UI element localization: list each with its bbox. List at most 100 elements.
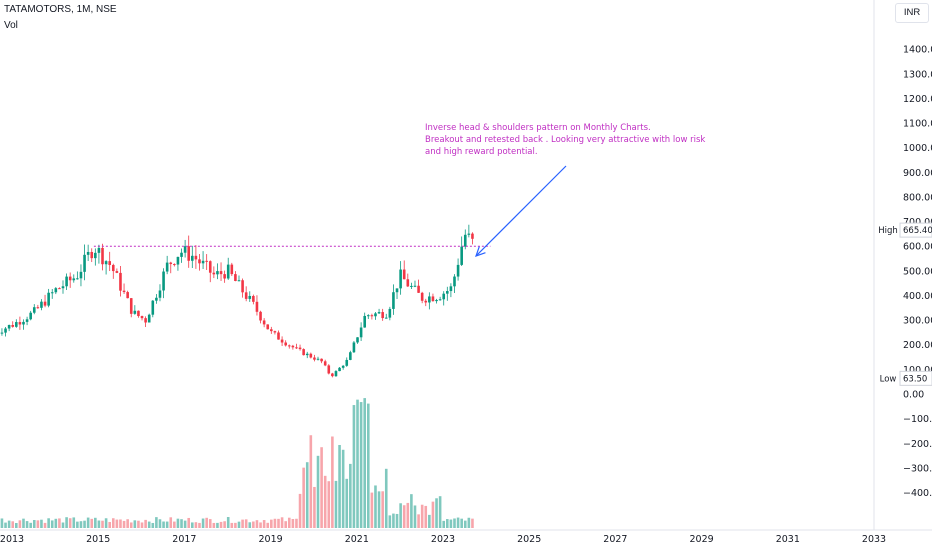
volume-bar xyxy=(165,521,169,528)
candle-body xyxy=(183,246,187,253)
annotation-text: Inverse head & shoulders pattern on Mont… xyxy=(425,123,651,133)
candle-body xyxy=(205,260,208,262)
candle-body xyxy=(50,292,54,294)
volume-bar xyxy=(11,521,15,528)
volume-bar xyxy=(463,520,467,528)
candle-body xyxy=(277,332,280,340)
time-tick-label: 2029 xyxy=(690,534,714,545)
price-tick-label: 1400.00 xyxy=(903,45,932,56)
price-tick-label: 1100.00 xyxy=(903,119,932,130)
candle-body xyxy=(345,359,349,366)
volume-bar xyxy=(50,520,54,528)
candle-body xyxy=(68,276,72,281)
candle-body xyxy=(223,274,226,279)
candle-body xyxy=(302,349,305,356)
candle-body xyxy=(402,269,406,280)
candle-body xyxy=(449,286,453,292)
currency-button[interactable]: INR xyxy=(895,3,929,23)
candle-body xyxy=(29,312,32,320)
price-tick-label: 600.00 xyxy=(903,242,932,253)
volume-bar xyxy=(388,515,392,528)
volume-bar xyxy=(40,519,43,528)
volume-bar xyxy=(313,486,316,528)
volume-bar xyxy=(155,517,158,528)
candle-body xyxy=(140,316,144,319)
volume-bar xyxy=(381,491,384,528)
candle-body xyxy=(438,299,442,301)
volume-bar xyxy=(456,517,460,528)
candle-body xyxy=(65,276,68,287)
volume-bar xyxy=(280,517,284,528)
candle-body xyxy=(126,292,129,299)
candle-body xyxy=(15,322,18,327)
price-tick-label: −300.00 xyxy=(903,463,932,474)
volume-bar xyxy=(323,475,327,528)
candle-body xyxy=(90,251,94,259)
candle-body xyxy=(234,274,237,282)
candle-body xyxy=(76,278,79,280)
candle-body xyxy=(388,308,392,318)
candle-body xyxy=(338,367,341,372)
candle-body xyxy=(115,271,119,273)
candle-body xyxy=(4,328,7,333)
candle-body xyxy=(108,261,111,265)
price-tick-label: 500.00 xyxy=(903,266,932,277)
candle-body xyxy=(58,288,61,290)
price-tick-label: 400.00 xyxy=(903,291,932,302)
candle-body xyxy=(341,365,345,368)
volume-bar xyxy=(402,505,406,528)
candle-body xyxy=(191,255,194,261)
candle-body xyxy=(463,234,467,247)
candle-body xyxy=(316,358,320,360)
candle-body xyxy=(22,321,25,325)
volume-bar xyxy=(345,478,349,528)
volume-bar xyxy=(15,522,18,528)
candle-body xyxy=(446,291,449,294)
low-value: 63.50 xyxy=(903,374,927,384)
volume-bar xyxy=(61,522,65,528)
price-tick-label: −400.00 xyxy=(903,488,932,499)
candle-body xyxy=(244,292,248,299)
volume-indicator-label[interactable]: Vol xyxy=(4,20,18,31)
volume-bar xyxy=(32,520,36,528)
volume-bar xyxy=(420,504,424,528)
volume-bar xyxy=(366,403,370,528)
candle-body xyxy=(273,331,277,333)
volume-bar xyxy=(22,518,25,528)
candle-body xyxy=(94,252,97,259)
candle-body xyxy=(259,311,262,321)
volume-bar xyxy=(305,462,309,528)
volume-bar xyxy=(18,520,22,528)
volume-bar xyxy=(435,498,438,528)
candle-body xyxy=(424,300,428,303)
candle-body xyxy=(284,342,287,346)
candle-body xyxy=(327,365,331,374)
volume-bar xyxy=(377,491,381,528)
candle-body xyxy=(356,337,359,343)
volume-bar xyxy=(406,502,410,528)
time-tick-label: 2013 xyxy=(0,534,24,545)
candle-body xyxy=(305,353,309,356)
candle-body xyxy=(313,357,316,360)
volume-bar xyxy=(327,481,331,528)
volume-bar xyxy=(255,520,259,528)
volume-bar xyxy=(29,522,32,528)
volume-bar xyxy=(187,517,191,528)
volume-bar xyxy=(395,513,399,528)
candle-body xyxy=(377,312,381,314)
volume-bar xyxy=(363,398,367,528)
volume-bar xyxy=(104,518,108,528)
volume-bar xyxy=(101,520,104,528)
candle-body xyxy=(226,264,230,279)
volume-bar xyxy=(270,519,273,528)
volume-bar xyxy=(94,517,97,528)
volume-bar xyxy=(194,522,198,528)
candle-body xyxy=(435,299,438,302)
volume-bar xyxy=(68,518,72,528)
volume-bar xyxy=(320,447,323,528)
volume-bar xyxy=(65,517,68,528)
volume-bar xyxy=(173,521,176,528)
volume-bar xyxy=(43,522,47,528)
volume-bars xyxy=(0,398,474,528)
